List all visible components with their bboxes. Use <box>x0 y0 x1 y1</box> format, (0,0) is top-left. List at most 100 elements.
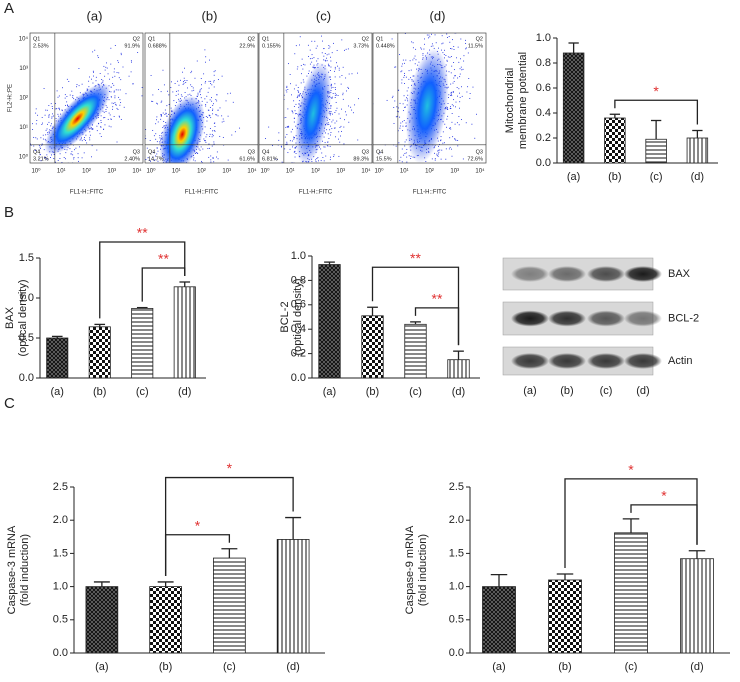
event-dot <box>321 152 323 154</box>
event-dot <box>161 167 162 168</box>
event-dot <box>281 161 283 163</box>
event-dot <box>119 104 121 106</box>
event-dot <box>70 153 72 155</box>
event-dot <box>295 176 296 177</box>
event-dot <box>442 42 444 44</box>
event-dot <box>294 156 296 158</box>
event-dot <box>76 86 78 88</box>
event-dot <box>454 2 455 3</box>
event-dot <box>306 75 308 77</box>
event-dot <box>446 107 448 109</box>
event-dot <box>141 198 142 199</box>
event-dot <box>55 103 56 105</box>
event-dot <box>107 73 109 75</box>
x-tick-label: (a) <box>323 386 336 398</box>
event-dot <box>453 69 455 71</box>
event-dot <box>178 188 179 189</box>
event-dot <box>170 87 172 88</box>
event-dot <box>120 79 122 81</box>
x-tick-label: 10⁰ <box>260 168 270 175</box>
event-dot <box>334 68 336 70</box>
event-dot <box>74 149 75 151</box>
event-dot <box>297 91 299 93</box>
event-dot <box>213 141 215 143</box>
event-dot <box>211 133 213 135</box>
event-dot <box>160 114 162 116</box>
event-dot <box>110 118 112 120</box>
event-dot <box>214 122 216 124</box>
event-dot <box>412 75 414 77</box>
event-dot <box>126 136 127 137</box>
event-dot <box>410 155 412 157</box>
event-dot <box>430 166 431 167</box>
event-dot <box>144 153 145 154</box>
event-dot <box>333 156 335 157</box>
event-dot <box>319 23 320 24</box>
event-dot <box>204 98 206 100</box>
event-dot <box>55 108 57 110</box>
event-dot <box>469 93 471 94</box>
event-dot <box>78 160 79 162</box>
event-dot <box>424 38 425 40</box>
quadrant-name: Q3 <box>248 149 255 155</box>
x-tick-label: 10⁴ <box>247 168 257 175</box>
event-dot <box>338 113 340 115</box>
event-dot <box>72 95 74 96</box>
event-dot <box>449 127 451 129</box>
event-dot <box>475 113 477 115</box>
y-axis-label: (fold induction) <box>417 534 429 606</box>
event-dot <box>175 94 177 96</box>
event-dot <box>111 102 113 104</box>
event-dot <box>50 157 51 158</box>
event-dot <box>100 119 102 121</box>
event-dot <box>402 110 404 112</box>
event-dot <box>304 198 305 199</box>
quadrant-value: 6.81% <box>262 156 278 162</box>
event-dot <box>161 167 162 168</box>
event-dot <box>91 78 92 80</box>
x-axis-label: FL1-H::FITC <box>413 190 447 196</box>
event-dot <box>154 186 155 187</box>
event-dot <box>424 23 425 24</box>
event-dot <box>334 83 336 85</box>
quadrant-value: 15.5% <box>376 156 392 162</box>
event-dot <box>164 169 165 170</box>
event-dot <box>92 51 94 53</box>
event-dot <box>65 158 66 160</box>
event-dot <box>214 70 216 72</box>
event-dot <box>120 118 122 120</box>
event-dot <box>395 116 397 118</box>
event-dot <box>408 155 410 157</box>
event-dot <box>177 179 178 180</box>
event-dot <box>183 82 185 84</box>
event-dot <box>294 150 296 152</box>
x-tick-label: (d) <box>178 386 191 398</box>
event-dot <box>334 122 336 124</box>
event-dot <box>304 164 305 165</box>
event-dot <box>405 152 407 154</box>
event-dot <box>159 184 160 185</box>
event-dot <box>404 75 405 76</box>
event-dot <box>21 162 22 163</box>
event-dot <box>445 55 447 56</box>
y-tick-label: 0.2 <box>291 348 306 360</box>
event-dot <box>36 138 38 140</box>
event-dot <box>327 63 329 65</box>
event-dot <box>450 94 452 96</box>
event-dot <box>182 190 183 191</box>
event-dot <box>351 109 353 111</box>
y-tick-label: 0.0 <box>19 372 34 384</box>
event-dot <box>39 146 41 148</box>
event-dot <box>289 174 290 175</box>
event-dot <box>320 207 321 208</box>
event-dot <box>287 108 289 110</box>
event-dot <box>26 174 27 175</box>
event-dot <box>455 75 456 77</box>
event-dot <box>117 89 119 91</box>
event-dot <box>219 107 221 109</box>
event-dot <box>171 81 172 83</box>
event-dot <box>309 58 311 60</box>
y-tick-label: 1.5 <box>19 252 34 264</box>
x-tick-label: (b) <box>608 171 621 183</box>
event-dot <box>286 182 287 183</box>
